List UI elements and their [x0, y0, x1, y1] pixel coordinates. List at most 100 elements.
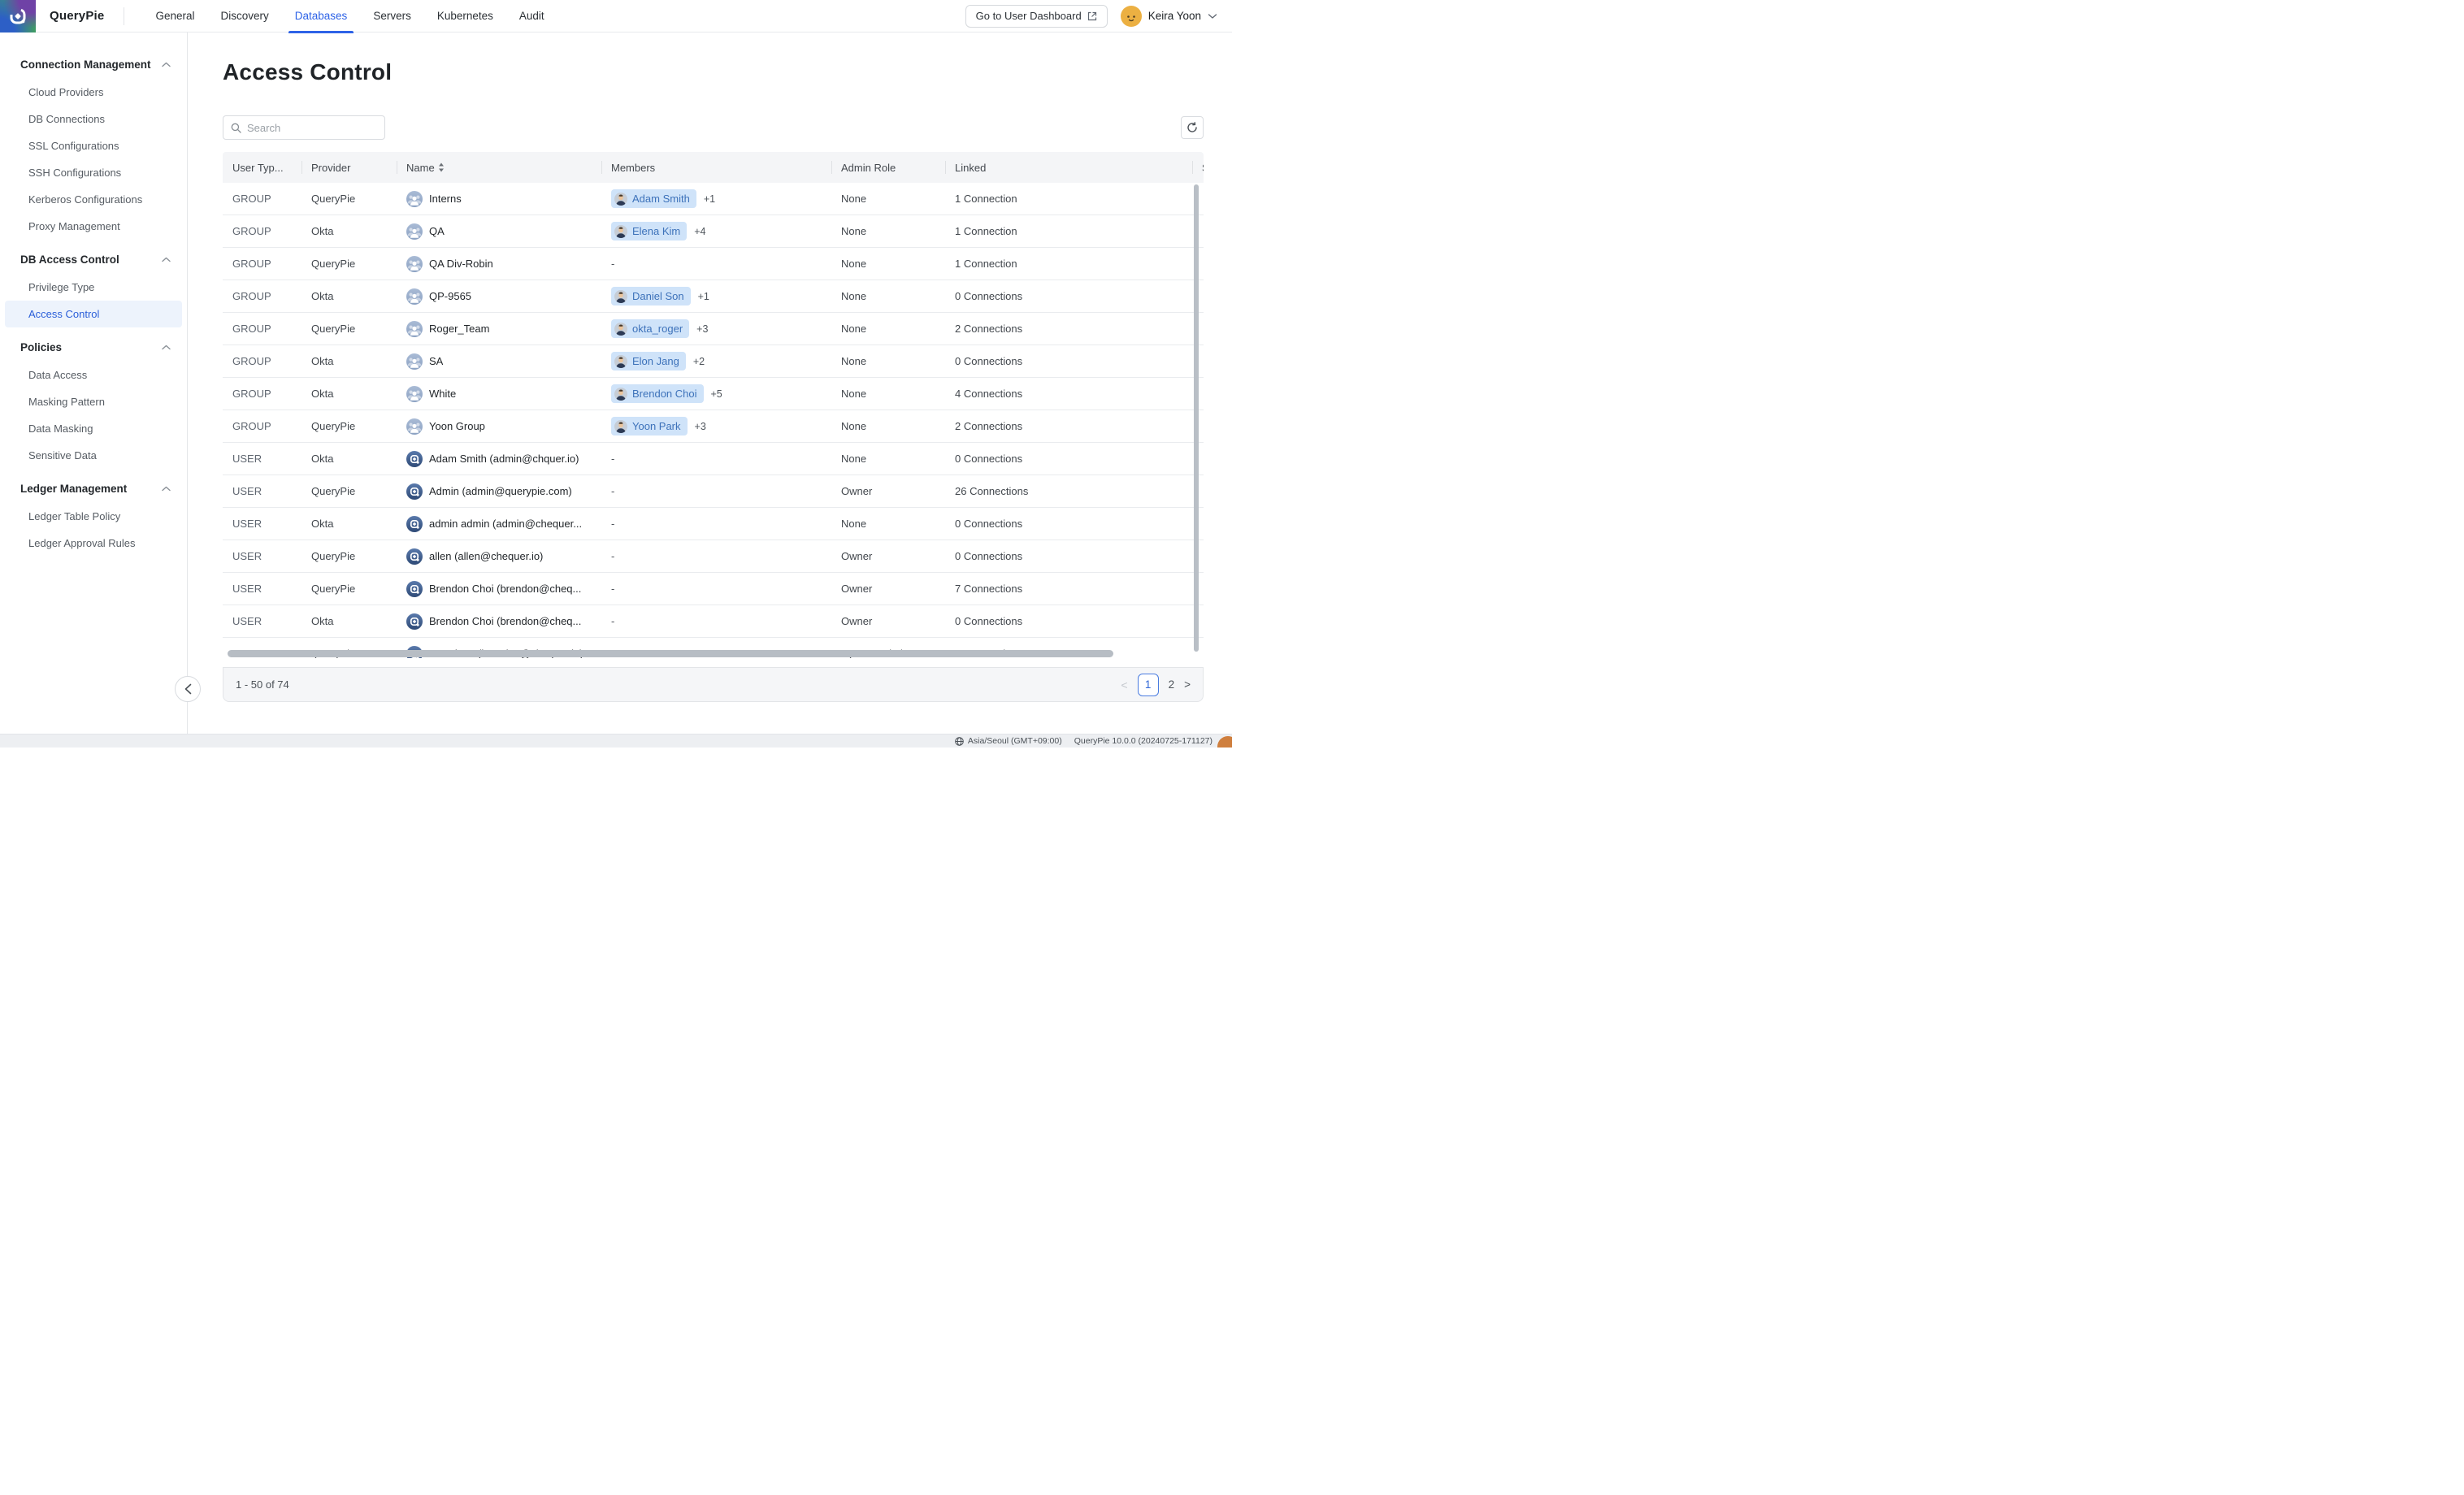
vertical-scrollbar[interactable] — [1194, 184, 1199, 652]
column-header-provider[interactable]: Provider — [301, 152, 397, 183]
cell-user-type: GROUP — [232, 193, 271, 205]
version-label: QueryPie 10.0.0 (20240725-171127) — [1074, 736, 1212, 746]
sidebar-item-ssl-configurations[interactable]: SSL Configurations — [28, 140, 119, 152]
group-avatar — [406, 320, 423, 337]
table-row[interactable]: GROUP Okta White — [223, 378, 1204, 410]
sidebar-item-ledger-approval-rules[interactable]: Ledger Approval Rules — [28, 537, 136, 549]
cell-name: admin admin (admin@chequer... — [397, 515, 601, 532]
user-avatar — [406, 548, 423, 565]
nav-item-audit[interactable]: Audit — [518, 9, 544, 22]
sidebar-section-title: Ledger Management — [20, 482, 128, 495]
pagination-page-2[interactable]: 2 — [1168, 678, 1175, 691]
empty-value: - — [611, 485, 615, 497]
user-menu[interactable]: Keira Yoon — [1120, 5, 1217, 27]
table-row[interactable]: USER QueryPie Admin (admin@querypie.com) -… — [223, 475, 1204, 508]
column-header-name[interactable]: Name — [397, 152, 601, 183]
horizontal-scrollbar[interactable] — [228, 650, 1113, 657]
pagination-next-button[interactable]: > — [1184, 678, 1191, 691]
sidebar-item-cloud-providers[interactable]: Cloud Providers — [28, 86, 104, 98]
dashboard-button-label: Go to User Dashboard — [975, 10, 1082, 22]
cell-linked: 0 Connections — [955, 453, 1023, 465]
sidebar-item-access-control[interactable]: Access Control — [5, 301, 182, 327]
member-chip[interactable]: Brendon Choi — [611, 384, 704, 403]
pagination-page-1[interactable]: 1 — [1137, 673, 1159, 696]
table-body: GROUP QueryPie Interns — [223, 183, 1204, 658]
search-input[interactable] — [247, 121, 390, 134]
nav-item-discovery[interactable]: Discovery — [220, 9, 269, 22]
sidebar-collapse-button[interactable] — [175, 676, 201, 702]
table-row[interactable]: USER QueryPie Brendon Choi (brendon@cheq.… — [223, 573, 1204, 605]
sidebar-section-header-policies[interactable]: Policies — [0, 338, 187, 356]
entity-name: Brendon Choi (brendon@cheq... — [429, 583, 582, 595]
column-header-user-typ[interactable]: User Typ... — [223, 152, 301, 183]
sidebar-item-ledger-table-policy[interactable]: Ledger Table Policy — [28, 510, 121, 522]
go-to-user-dashboard-button[interactable]: Go to User Dashboard — [965, 4, 1108, 28]
cell-provider: QueryPie — [311, 550, 356, 562]
pagination-prev-button[interactable]: < — [1121, 678, 1128, 691]
column-header-linked[interactable]: Linked — [945, 152, 1192, 183]
column-header-members[interactable]: Members — [601, 152, 831, 183]
cell-admin-role: None — [841, 290, 867, 302]
sidebar-item-db-connections[interactable]: DB Connections — [28, 113, 105, 125]
member-name: Adam Smith — [632, 193, 690, 205]
cell-members: okta_roger +3 — [601, 319, 831, 338]
sidebar-item-data-access[interactable]: Data Access — [28, 369, 88, 381]
table-header-row: User Typ... Provider Name Members Admin Role… — [223, 152, 1204, 183]
group-avatar — [406, 255, 423, 272]
cell-linked: 1 Connection — [955, 258, 1017, 270]
chat-widget[interactable] — [1217, 736, 1232, 748]
sidebar-section-header-connection-management[interactable]: Connection Management — [0, 55, 187, 73]
user-avatar — [406, 613, 423, 630]
table-row[interactable]: GROUP Okta QP-9565 — [223, 280, 1204, 313]
cell-user-type: GROUP — [232, 258, 271, 270]
sidebar-section-title: DB Access Control — [20, 253, 119, 266]
member-chip[interactable]: Elena Kim — [611, 222, 688, 240]
group-avatar — [406, 223, 423, 240]
sidebar-item-ssh-configurations[interactable]: SSH Configurations — [28, 167, 122, 179]
entity-name: SA — [429, 355, 444, 367]
brand-title: QueryPie — [50, 9, 105, 23]
sidebar-section-header-db-access-control[interactable]: DB Access Control — [0, 250, 187, 268]
refresh-button[interactable] — [1181, 116, 1204, 139]
search-box[interactable] — [223, 115, 390, 140]
cell-admin-role: None — [841, 518, 867, 530]
nav-item-general[interactable]: General — [155, 9, 195, 22]
table-row[interactable]: GROUP Okta QA — [223, 215, 1204, 248]
member-chip[interactable]: okta_roger — [611, 319, 690, 338]
main-content: Access Control User Typ... Provider Name Me… — [189, 32, 1232, 734]
column-header-s[interactable]: S — [1192, 152, 1204, 183]
sidebar-item-masking-pattern[interactable]: Masking Pattern — [28, 396, 105, 408]
table-row[interactable]: USER Okta Brendon Choi (brendon@cheq... - O… — [223, 605, 1204, 638]
column-header-admin-role[interactable]: Admin Role — [831, 152, 945, 183]
table-row[interactable]: USER QueryPie allen (allen@chequer.io) - Ow… — [223, 540, 1204, 573]
member-extra-count: +1 — [697, 290, 709, 302]
sidebar-item-privilege-type[interactable]: Privilege Type — [28, 281, 95, 293]
member-chip[interactable]: Daniel Son — [611, 287, 691, 306]
member-chip[interactable]: Elon Jang — [611, 352, 686, 370]
member-chip[interactable]: Adam Smith — [611, 189, 696, 208]
sidebar-item-sensitive-data[interactable]: Sensitive Data — [28, 449, 97, 462]
querypie-logo-icon[interactable] — [0, 0, 36, 32]
nav-item-servers[interactable]: Servers — [373, 9, 411, 22]
table-row[interactable]: GROUP QueryPie Yoon Group — [223, 410, 1204, 443]
table-row[interactable]: GROUP QueryPie Roger_Team — [223, 313, 1204, 345]
member-extra-count: +3 — [694, 420, 706, 432]
table-row[interactable]: USER Okta admin admin (admin@chequer... - N… — [223, 508, 1204, 540]
table-row[interactable]: GROUP QueryPie QA Div-Robin - None 1 Connect… — [223, 248, 1204, 280]
sidebar-section-header-ledger-management[interactable]: Ledger Management — [0, 479, 187, 497]
empty-value: - — [611, 258, 615, 270]
empty-value: - — [611, 550, 615, 562]
nav-item-databases[interactable]: Databases — [282, 0, 361, 33]
table-row[interactable]: GROUP QueryPie Interns — [223, 183, 1204, 215]
toolbar — [223, 115, 1204, 140]
nav-item-kubernetes[interactable]: Kubernetes — [436, 9, 493, 22]
user-avatar — [406, 580, 423, 597]
primary-nav: General Discovery Databases Servers Kubernet… — [142, 0, 557, 33]
table-row[interactable]: USER Okta Adam Smith (admin@chquer.io) - No… — [223, 443, 1204, 475]
sidebar-item-data-masking[interactable]: Data Masking — [28, 422, 93, 435]
cell-provider: QueryPie — [311, 583, 356, 595]
sidebar-item-proxy-management[interactable]: Proxy Management — [28, 220, 120, 232]
sidebar-item-kerberos-configurations[interactable]: Kerberos Configurations — [28, 193, 143, 206]
member-chip[interactable]: Yoon Park — [611, 417, 688, 436]
table-row[interactable]: GROUP Okta SA — [223, 345, 1204, 378]
